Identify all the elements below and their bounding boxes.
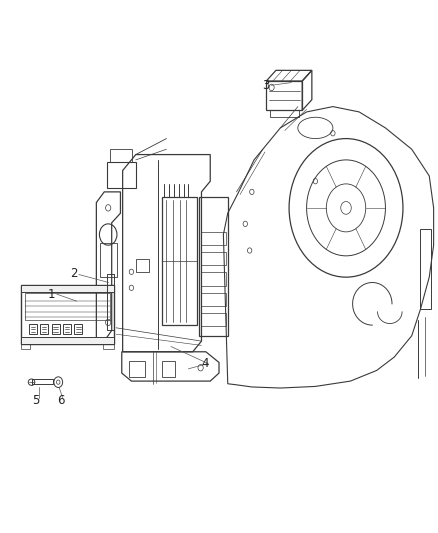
Bar	[201, 313, 226, 326]
Bar	[21, 337, 114, 344]
Text: 2: 2	[70, 268, 78, 280]
Bar	[21, 344, 30, 349]
Bar	[74, 324, 82, 334]
Bar	[201, 252, 226, 265]
Bar	[110, 149, 132, 162]
Bar	[136, 259, 149, 272]
Text: 4: 4	[201, 357, 209, 370]
Bar	[420, 229, 431, 309]
Bar	[107, 274, 114, 330]
Bar	[103, 344, 114, 349]
Text: 1: 1	[48, 288, 56, 301]
Bar	[201, 232, 226, 245]
Bar	[21, 285, 114, 292]
Bar	[52, 324, 60, 334]
Text: 5: 5	[32, 394, 39, 407]
Bar	[63, 324, 71, 334]
Bar	[266, 81, 302, 110]
Bar	[21, 285, 114, 344]
Bar	[25, 293, 110, 320]
Bar	[29, 324, 37, 334]
Bar	[270, 110, 299, 117]
Bar	[201, 293, 226, 306]
Bar	[162, 361, 175, 377]
Text: 3: 3	[262, 79, 269, 92]
Bar	[32, 379, 53, 384]
Bar	[129, 361, 145, 377]
Bar	[199, 197, 228, 336]
Bar	[201, 272, 226, 286]
Bar	[40, 324, 48, 334]
Bar	[162, 197, 197, 325]
Bar	[107, 162, 136, 188]
Text: 6: 6	[57, 394, 64, 407]
Bar	[100, 243, 117, 277]
